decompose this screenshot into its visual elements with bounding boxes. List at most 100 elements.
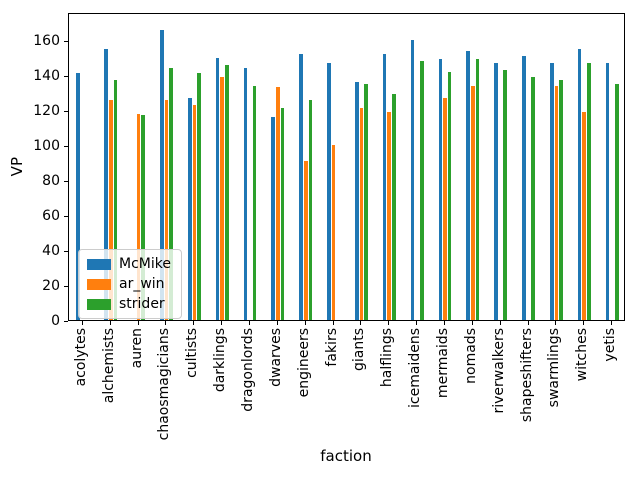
- x-tick-mark: [137, 321, 139, 325]
- y-tick-mark: [64, 216, 68, 217]
- bar-cultists-McMike: [187, 97, 192, 320]
- legend-item-strider: strider: [87, 297, 171, 311]
- bar-darklings-ar_win: [220, 76, 224, 320]
- bar-swarmlings-strider: [559, 80, 563, 320]
- bar-icemaidens-McMike: [410, 40, 415, 320]
- x-tick-label-shapeshifters: shapeshifters: [518, 328, 535, 423]
- x-tick-label-witches: witches: [574, 328, 591, 382]
- x-tick-label-mermaids: mermaids: [434, 328, 451, 399]
- bar-riverwalkers-strider: [503, 69, 508, 320]
- y-tick-mark: [64, 111, 68, 112]
- bar-darklings-strider: [224, 64, 229, 320]
- legend-swatch-icon: [87, 298, 111, 310]
- x-tick-label-darklings: darklings: [212, 328, 229, 393]
- bar-witches-ar_win: [582, 111, 587, 320]
- y-tick-mark: [64, 321, 68, 322]
- bar-cultists-ar_win: [192, 104, 197, 320]
- x-tick-label-auren: auren: [128, 328, 145, 369]
- y-tick-label-100: 100: [33, 138, 60, 154]
- y-tick-mark: [64, 41, 68, 42]
- y-tick-label-160: 160: [33, 33, 60, 49]
- bar-riverwalkers-McMike: [494, 62, 498, 320]
- x-tick-mark: [304, 321, 306, 325]
- x-tick-mark: [276, 321, 278, 325]
- x-tick-mark: [611, 321, 613, 325]
- x-tick-label-halflings: halflings: [379, 328, 396, 388]
- y-tick-label-40: 40: [42, 243, 60, 259]
- bar-fakirs-McMike: [327, 62, 331, 320]
- bar-acolytes-McMike: [76, 73, 81, 320]
- y-tick-mark: [64, 76, 68, 77]
- bar-nomads-McMike: [466, 50, 470, 320]
- bar-chaosmagicians-strider: [169, 68, 173, 320]
- legend-label: strider: [119, 296, 165, 312]
- x-tick-mark: [555, 321, 557, 325]
- bar-swarmlings-McMike: [549, 62, 554, 320]
- bar-shapeshifters-strider: [531, 76, 535, 320]
- bar-engineers-strider: [308, 99, 313, 320]
- x-tick-mark: [360, 321, 362, 325]
- legend-label: ar_win: [119, 276, 165, 292]
- x-tick-label-nomads: nomads: [462, 328, 479, 384]
- bar-nomads-ar_win: [471, 85, 475, 320]
- legend-item-McMike: McMike: [87, 257, 171, 271]
- bar-engineers-McMike: [299, 54, 303, 320]
- bar-alchemists-strider: [113, 80, 118, 320]
- x-tick-mark: [527, 321, 529, 325]
- x-tick-mark: [471, 321, 473, 325]
- bar-dwarves-McMike: [271, 117, 276, 320]
- bar-auren-ar_win: [136, 113, 141, 320]
- bar-engineers-ar_win: [303, 160, 308, 320]
- bar-giants-McMike: [354, 82, 359, 320]
- legend-swatch-icon: [87, 258, 111, 270]
- bar-cultists-strider: [197, 73, 201, 320]
- bar-yetis-McMike: [605, 62, 610, 320]
- bar-witches-McMike: [577, 48, 582, 320]
- bar-swarmlings-ar_win: [554, 85, 559, 320]
- y-tick-label-60: 60: [42, 208, 60, 224]
- bar-auren-strider: [141, 115, 146, 320]
- x-tick-label-alchemists: alchemists: [100, 328, 117, 404]
- y-tick-label-80: 80: [42, 173, 60, 189]
- x-tick-label-yetis: yetis: [602, 328, 619, 362]
- bar-shapeshifters-McMike: [522, 55, 526, 320]
- x-tick-mark: [109, 321, 111, 325]
- x-tick-mark: [193, 321, 195, 325]
- bar-dwarves-strider: [280, 108, 285, 320]
- x-tick-label-engineers: engineers: [295, 328, 312, 398]
- bar-nomads-strider: [475, 59, 480, 320]
- bar-alchemists-ar_win: [108, 99, 113, 320]
- legend-swatch-icon: [87, 278, 111, 290]
- x-tick-mark: [388, 321, 390, 325]
- bar-alchemists-McMike: [104, 48, 108, 320]
- x-tick-label-giants: giants: [351, 328, 368, 372]
- x-tick-label-dwarves: dwarves: [267, 328, 284, 387]
- x-tick-mark: [332, 321, 334, 325]
- x-tick-label-icemaidens: icemaidens: [407, 328, 424, 408]
- x-tick-label-dragonlords: dragonlords: [240, 328, 257, 412]
- y-axis-label: VP: [8, 157, 26, 177]
- bar-halflings-McMike: [382, 54, 387, 320]
- x-tick-mark: [165, 321, 167, 325]
- x-tick-mark: [81, 321, 83, 325]
- x-tick-mark: [249, 321, 251, 325]
- bar-chaosmagicians-McMike: [160, 29, 164, 320]
- legend-item-ar_win: ar_win: [87, 277, 171, 291]
- bar-chaosmagicians-ar_win: [164, 99, 169, 320]
- bar-halflings-ar_win: [387, 111, 392, 320]
- x-tick-mark: [583, 321, 585, 325]
- x-tick-mark: [221, 321, 223, 325]
- bar-dragonlords-strider: [252, 85, 257, 320]
- bar-mermaids-McMike: [438, 59, 443, 320]
- bar-icemaidens-strider: [419, 61, 424, 320]
- y-tick-mark: [64, 251, 68, 252]
- x-tick-label-chaosmagicians: chaosmagicians: [156, 328, 173, 441]
- bar-mermaids-ar_win: [443, 97, 447, 320]
- y-tick-mark: [64, 286, 68, 287]
- x-tick-label-cultists: cultists: [184, 328, 201, 378]
- y-tick-label-140: 140: [33, 68, 60, 84]
- y-tick-label-20: 20: [42, 278, 60, 294]
- bar-giants-ar_win: [359, 108, 364, 320]
